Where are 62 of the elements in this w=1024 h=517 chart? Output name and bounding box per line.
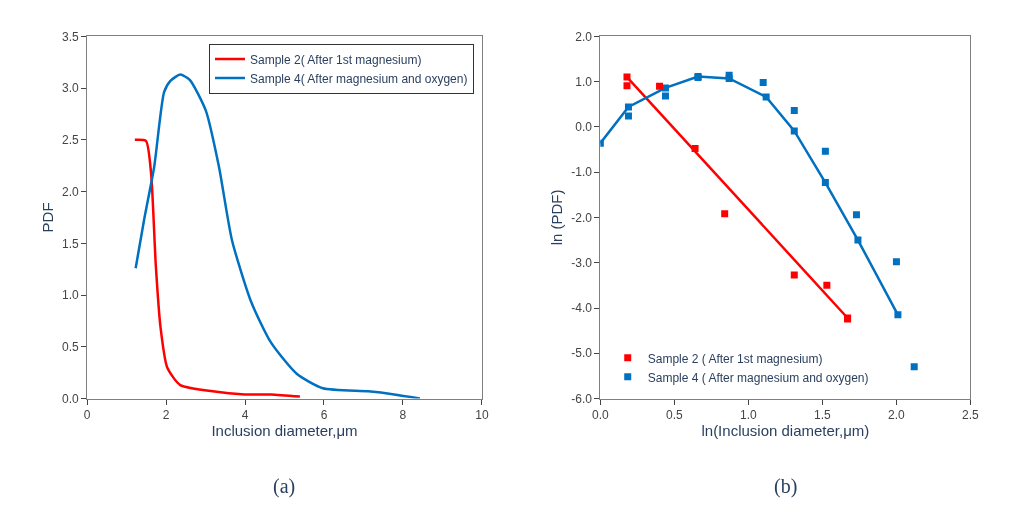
point bbox=[656, 82, 664, 90]
point bbox=[790, 107, 798, 115]
point bbox=[762, 93, 770, 101]
point bbox=[821, 147, 829, 155]
y-tick-label: 0.0 bbox=[575, 120, 593, 135]
x-tick-label: 10 bbox=[475, 407, 489, 422]
legend-label: Sample 2( After 1st magnesium) bbox=[249, 52, 422, 67]
y-tick-label: -5.0 bbox=[571, 346, 593, 361]
point bbox=[790, 127, 798, 135]
y-axis-title: PDF bbox=[39, 202, 57, 233]
y-tick-label: -4.0 bbox=[571, 301, 593, 316]
y-tick-label: 1.5 bbox=[62, 236, 80, 251]
x-tick-label: 1.0 bbox=[740, 407, 758, 422]
x-tick-label: 6 bbox=[320, 407, 328, 422]
x-tick-label: 0.5 bbox=[666, 407, 684, 422]
point bbox=[624, 112, 632, 120]
legend-label: Sample 2 ( After 1st magnesium) bbox=[647, 351, 823, 366]
point bbox=[910, 363, 918, 371]
y-tick-label: 2.0 bbox=[62, 184, 80, 199]
y-tick-label: 1.0 bbox=[575, 74, 593, 89]
point bbox=[852, 211, 860, 219]
y-tick-label: 2.0 bbox=[575, 29, 593, 44]
point bbox=[892, 258, 900, 266]
x-axis-title: Inclusion diameter,μm bbox=[211, 421, 358, 439]
x-tick-label: 2.5 bbox=[962, 407, 980, 422]
point bbox=[623, 73, 631, 81]
point bbox=[691, 145, 699, 153]
x-tick-label: 0.0 bbox=[591, 407, 609, 422]
y-tick-label: 3.5 bbox=[62, 29, 80, 44]
point bbox=[821, 179, 829, 187]
line-series bbox=[134, 73, 422, 399]
legend-label: Sample 4( After magnesium and oxygen) bbox=[249, 71, 468, 86]
y-axis-title: ln (PDF) bbox=[548, 189, 566, 246]
point bbox=[661, 92, 669, 100]
y-tick-label: 0.0 bbox=[62, 391, 80, 406]
y-tick-label: 1.0 bbox=[62, 288, 80, 303]
x-tick-label: 2 bbox=[162, 407, 170, 422]
point bbox=[721, 210, 729, 218]
point bbox=[823, 281, 831, 289]
x-axis-title: ln(Inclusion diameter,μm) bbox=[701, 421, 870, 439]
y-tick-label: -1.0 bbox=[571, 165, 593, 180]
line-series bbox=[133, 138, 302, 398]
point bbox=[624, 103, 632, 111]
x-tick-label: 8 bbox=[399, 407, 407, 422]
point bbox=[854, 236, 862, 244]
y-tick-label: 2.5 bbox=[62, 133, 80, 148]
point bbox=[894, 311, 902, 319]
x-tick-label: 1.5 bbox=[814, 407, 832, 422]
legend-label: Sample 4 ( After magnesium and oxygen) bbox=[647, 370, 869, 385]
y-tick-label: 3.0 bbox=[62, 81, 80, 96]
text: (b) bbox=[774, 475, 798, 498]
x-tick-label: 4 bbox=[241, 407, 249, 422]
text: (a) bbox=[273, 475, 296, 498]
y-tick-label: -6.0 bbox=[571, 391, 593, 406]
y-tick-label: -3.0 bbox=[571, 255, 593, 270]
point bbox=[759, 79, 767, 87]
point bbox=[790, 271, 798, 279]
x-tick-label: 2.0 bbox=[888, 407, 906, 422]
x-tick-label: 0 bbox=[83, 407, 91, 422]
y-tick-label: 0.5 bbox=[62, 340, 80, 355]
point bbox=[623, 82, 631, 90]
y-tick-label: -2.0 bbox=[571, 210, 593, 225]
